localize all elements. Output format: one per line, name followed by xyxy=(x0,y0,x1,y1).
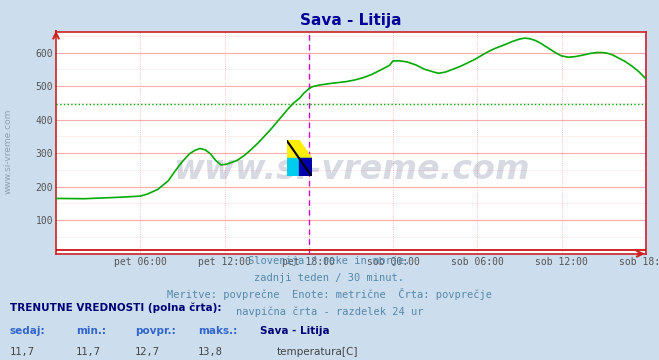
Text: zadnji teden / 30 minut.: zadnji teden / 30 minut. xyxy=(254,273,405,283)
Text: 13,8: 13,8 xyxy=(198,347,223,357)
Text: povpr.:: povpr.: xyxy=(135,326,176,336)
Text: 11,7: 11,7 xyxy=(76,347,101,357)
Text: navpična črta - razdelek 24 ur: navpična črta - razdelek 24 ur xyxy=(236,307,423,318)
Text: temperatura[C]: temperatura[C] xyxy=(277,347,358,357)
Title: Sava - Litija: Sava - Litija xyxy=(300,13,402,28)
Text: TRENUTNE VREDNOSTI (polna črta):: TRENUTNE VREDNOSTI (polna črta): xyxy=(10,303,221,314)
Text: www.si-vreme.com: www.si-vreme.com xyxy=(3,108,13,194)
Text: min.:: min.: xyxy=(76,326,106,336)
Text: Meritve: povprečne  Enote: metrične  Črta: povprečje: Meritve: povprečne Enote: metrične Črta:… xyxy=(167,288,492,300)
Text: www.si-vreme.com: www.si-vreme.com xyxy=(173,153,529,186)
Text: sedaj:: sedaj: xyxy=(10,326,45,336)
Text: 12,7: 12,7 xyxy=(135,347,160,357)
Text: 11,7: 11,7 xyxy=(10,347,35,357)
Text: maks.:: maks.: xyxy=(198,326,237,336)
Text: Sava - Litija: Sava - Litija xyxy=(260,326,330,336)
Polygon shape xyxy=(287,158,312,176)
Text: Slovenija / reke in morje.: Slovenija / reke in morje. xyxy=(248,256,411,266)
Polygon shape xyxy=(287,140,312,158)
Polygon shape xyxy=(299,158,312,176)
